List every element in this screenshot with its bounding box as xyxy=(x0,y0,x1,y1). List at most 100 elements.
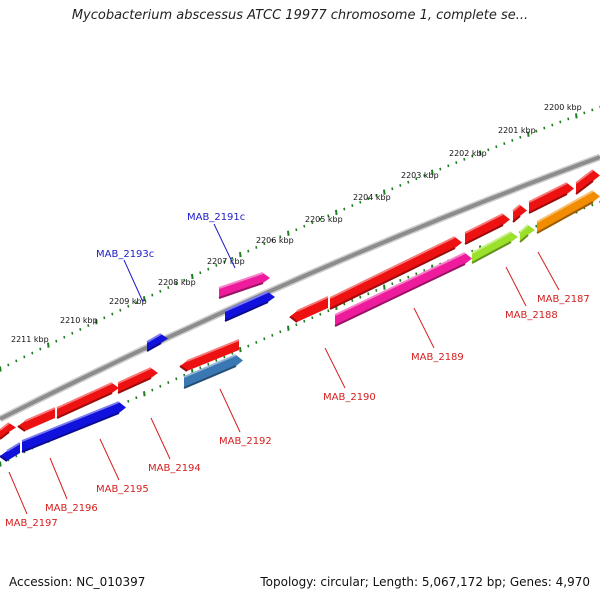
minor-tick xyxy=(167,286,170,289)
gene-arrow-reverse-c[interactable] xyxy=(0,422,16,440)
minor-tick xyxy=(311,316,314,320)
scale-label: 2210 kbp xyxy=(60,316,98,325)
gene-label-text: MAB_2193c xyxy=(96,249,154,260)
minor-tick xyxy=(519,135,522,139)
minor-tick xyxy=(543,126,546,130)
minor-tick xyxy=(503,142,506,145)
minor-tick xyxy=(119,308,122,312)
minor-tick xyxy=(351,299,354,302)
gene-arrow-upper-1[interactable] xyxy=(575,169,600,195)
minor-tick xyxy=(583,111,586,115)
minor-tick xyxy=(367,197,370,201)
gene-label-mab-2189[interactable]: MAB_2189 xyxy=(411,307,464,363)
gene-leader-line xyxy=(219,388,241,433)
minor-tick xyxy=(567,117,570,121)
minor-tick xyxy=(247,344,250,348)
gene-arrow-mab-2189[interactable] xyxy=(334,252,472,327)
gene-label-mab-2191c[interactable]: MAB_2191c xyxy=(187,212,245,269)
minor-tick xyxy=(255,246,258,249)
minor-tick xyxy=(471,154,474,158)
gene-label-text: MAB_2189 xyxy=(411,352,464,363)
minor-tick xyxy=(463,157,466,161)
minor-tick xyxy=(415,177,418,181)
major-tick xyxy=(575,113,578,119)
minor-tick xyxy=(167,381,170,384)
minor-tick xyxy=(319,217,322,221)
minor-tick xyxy=(343,207,346,211)
gene-arrow-mab-2197[interactable] xyxy=(0,442,21,462)
minor-tick xyxy=(87,324,90,327)
gene-arrow-mab-2192[interactable] xyxy=(183,354,243,389)
gene-arrow-forward-2[interactable] xyxy=(224,291,275,322)
minor-tick xyxy=(247,249,250,253)
major-tick xyxy=(335,209,338,216)
gene-arrow-reverse-b[interactable] xyxy=(56,382,119,419)
minor-tick xyxy=(407,275,410,279)
minor-tick xyxy=(103,316,106,320)
gene-arrow-mab-2195[interactable] xyxy=(21,401,126,453)
minor-tick xyxy=(535,129,538,133)
gene-arrow-lime-small[interactable] xyxy=(519,224,535,243)
gene-label-text: MAB_2196 xyxy=(45,503,98,514)
minor-tick xyxy=(455,161,458,164)
gene-label-text: MAB_2192 xyxy=(219,436,272,447)
minor-tick xyxy=(127,304,130,308)
gene-arrow-mab-2194[interactable] xyxy=(117,367,158,394)
minor-tick xyxy=(151,293,154,297)
map-title: Mycobacterium abscessus ATCC 19977 chrom… xyxy=(71,8,529,23)
minor-tick xyxy=(279,330,282,334)
gene-label-mab-2193c[interactable]: MAB_2193c xyxy=(96,249,154,303)
minor-tick xyxy=(23,355,26,359)
gene-arrow-mab-2196[interactable] xyxy=(17,407,56,432)
gene-arrow-upper-5[interactable] xyxy=(329,236,462,310)
minor-tick xyxy=(359,295,362,299)
major-tick xyxy=(47,342,50,348)
minor-tick xyxy=(279,235,282,239)
gene-label-mab-2196[interactable]: MAB_2196 xyxy=(45,457,98,514)
gene-leader-line xyxy=(537,251,560,291)
minor-tick xyxy=(391,187,394,191)
gene-arrow-mab-2191c[interactable] xyxy=(218,272,270,299)
gene-arrow-upper-2[interactable] xyxy=(528,182,574,214)
scale-label: 2208 kbp xyxy=(158,278,196,287)
gene-label-mab-2194[interactable]: MAB_2194 xyxy=(148,417,201,474)
minor-tick xyxy=(31,351,34,355)
gene-label-mab-2187[interactable]: MAB_2187 xyxy=(537,251,590,305)
minor-tick xyxy=(303,224,306,228)
minor-tick xyxy=(135,396,138,400)
gene-label-mab-2190[interactable]: MAB_2190 xyxy=(323,347,376,403)
gene-arrow-mab-2188[interactable] xyxy=(471,231,518,264)
minor-tick xyxy=(319,312,322,316)
minor-tick xyxy=(71,331,74,335)
minor-tick xyxy=(135,301,138,305)
minor-tick xyxy=(111,312,114,316)
gene-leader-line xyxy=(8,471,28,515)
minor-tick xyxy=(447,164,450,168)
minor-tick xyxy=(351,204,354,207)
scale-label: 2207 kbp xyxy=(207,257,245,266)
gene-label-mab-2197[interactable]: MAB_2197 xyxy=(5,471,58,529)
gene-arrow-mab-2190[interactable] xyxy=(289,296,329,323)
gene-leader-line xyxy=(49,457,68,500)
minor-tick xyxy=(415,272,418,276)
gene-leader-line xyxy=(99,438,120,481)
gene-label-mab-2192[interactable]: MAB_2192 xyxy=(219,388,272,447)
chromosome-backbone xyxy=(0,153,600,423)
gene-label-text: MAB_2191c xyxy=(187,212,245,223)
minor-tick xyxy=(391,282,394,286)
gene-label-mab-2195[interactable]: MAB_2195 xyxy=(96,438,149,495)
minor-tick xyxy=(311,221,314,225)
major-tick xyxy=(383,189,386,195)
minor-tick xyxy=(375,194,378,197)
gene-arrow-mab-2187[interactable] xyxy=(536,190,600,234)
gene-arrow-reverse-a[interactable] xyxy=(179,339,240,372)
gene-arrow-upper-4[interactable] xyxy=(464,213,510,245)
major-tick xyxy=(0,461,2,467)
gene-label-mab-2188[interactable]: MAB_2188 xyxy=(505,266,558,321)
gene-arrow-mab-2193c[interactable] xyxy=(146,333,168,352)
gene-leader-line xyxy=(213,223,236,269)
scale-label: 2206 kbp xyxy=(256,236,294,245)
scale-label: 2200 kbp xyxy=(544,103,582,112)
gene-arrow-upper-3[interactable] xyxy=(512,204,527,223)
